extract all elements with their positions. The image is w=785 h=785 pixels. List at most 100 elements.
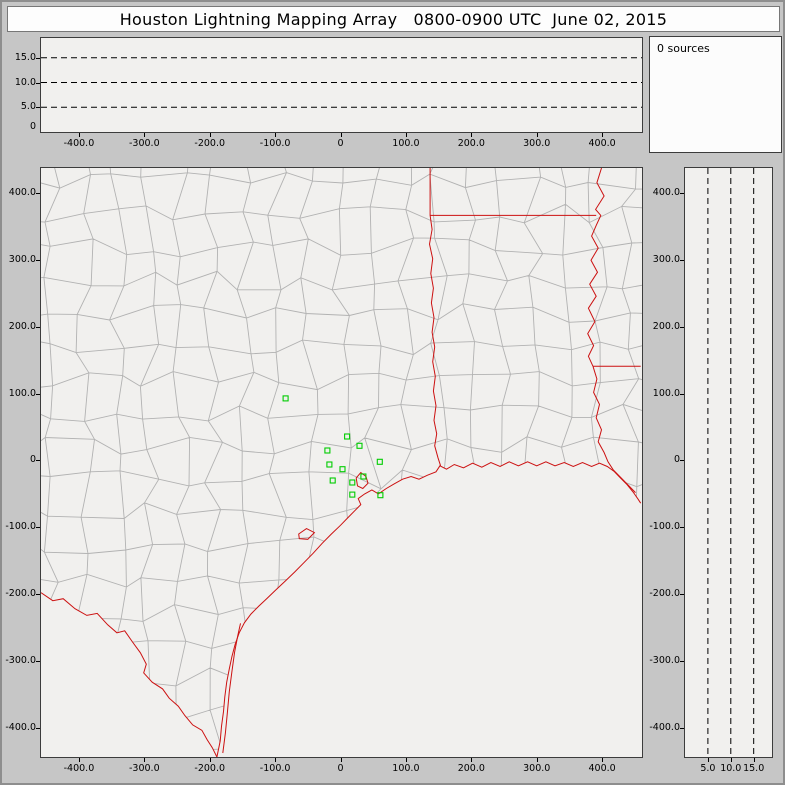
altitude-vs-eastwest-panel[interactable] xyxy=(40,37,643,133)
ns-tick-label-right: -400.0 xyxy=(649,721,680,733)
ew-tick-label-bottom: -100.0 xyxy=(259,763,291,774)
plan-view-map[interactable] xyxy=(41,168,642,757)
tick-mark xyxy=(680,594,684,596)
tick-mark xyxy=(680,527,684,529)
alt-tick-label: 15.0 xyxy=(14,51,36,63)
ns-tick-label-map: -300.0 xyxy=(5,654,36,666)
tick-mark xyxy=(78,758,80,762)
ew-tick-label-bottom: 200.0 xyxy=(457,763,485,774)
ns-tick-label-right: -300.0 xyxy=(649,654,680,666)
tick-mark xyxy=(36,594,40,596)
ew-tick-label-top: 100.0 xyxy=(392,138,420,149)
tick-mark xyxy=(36,527,40,529)
alt-tick-label-bottom: 5.0 xyxy=(700,763,716,774)
altitude-ew-plot[interactable] xyxy=(41,38,642,132)
tick-mark xyxy=(680,193,684,195)
tick-mark xyxy=(275,133,277,137)
altitude-vs-northsouth-panel[interactable] xyxy=(684,167,773,758)
ew-tick-label-top: 0 xyxy=(337,138,344,149)
ew-tick-label-bottom: 300.0 xyxy=(523,763,551,774)
bay-outline xyxy=(355,471,369,490)
alt-tick-label-bottom: 10.0 xyxy=(720,763,742,774)
lma-station-marker xyxy=(349,479,356,486)
ew-tick-label-bottom: 100.0 xyxy=(392,763,420,774)
tick-mark xyxy=(730,758,732,762)
tick-mark xyxy=(36,260,40,262)
ns-tick-label-map: 300.0 xyxy=(8,254,36,266)
tick-mark xyxy=(36,727,40,729)
lma-station-marker xyxy=(356,442,363,449)
ns-tick-label-right: 100.0 xyxy=(652,387,680,399)
gulf-water-area xyxy=(41,461,642,757)
lma-station-marker xyxy=(344,433,351,440)
bay-outline xyxy=(298,528,316,540)
ew-tick-label-top: -200.0 xyxy=(194,138,226,149)
ns-tick-label-map: 100.0 xyxy=(8,387,36,399)
tick-mark xyxy=(602,758,604,762)
ew-tick-label-top: 400.0 xyxy=(588,138,616,149)
tick-mark xyxy=(209,133,211,137)
ns-tick-label-right: -100.0 xyxy=(649,521,680,533)
tick-mark xyxy=(36,57,40,59)
tick-mark xyxy=(36,193,40,195)
tick-mark xyxy=(680,393,684,395)
tick-mark xyxy=(680,326,684,328)
ew-tick-label-top: 200.0 xyxy=(457,138,485,149)
tick-mark xyxy=(536,133,538,137)
lma-station-marker xyxy=(377,492,384,499)
ew-tick-label-bottom: -300.0 xyxy=(129,763,160,774)
tick-mark xyxy=(340,133,342,137)
tick-mark xyxy=(36,660,40,662)
gulf-coastline xyxy=(216,461,642,757)
ns-tick-label-right: 200.0 xyxy=(652,320,680,332)
tick-mark xyxy=(680,660,684,662)
ew-tick-label-top: 300.0 xyxy=(523,138,551,149)
mississippi-river-lower xyxy=(592,366,636,493)
ew-tick-label-bottom: 400.0 xyxy=(588,763,616,774)
lma-station-marker xyxy=(326,461,333,468)
tick-mark xyxy=(36,82,40,84)
tick-mark xyxy=(707,758,709,762)
tick-mark xyxy=(275,758,277,762)
tick-mark xyxy=(78,133,80,137)
ns-tick-label-right: -200.0 xyxy=(649,588,680,600)
tick-mark xyxy=(680,260,684,262)
ns-tick-label-right: 400.0 xyxy=(652,187,680,199)
texas-louisiana-border xyxy=(428,168,442,466)
tick-mark xyxy=(36,460,40,462)
rio-grande-border xyxy=(41,592,218,757)
padre-island-outline xyxy=(222,623,241,754)
tick-mark xyxy=(602,133,604,137)
ns-tick-label-right: 0 xyxy=(673,454,680,466)
ew-tick-label-top: -100.0 xyxy=(259,138,291,149)
ns-tick-label-map: 400.0 xyxy=(8,187,36,199)
tick-mark xyxy=(471,758,473,762)
ew-tick-label-bottom: -400.0 xyxy=(63,763,95,774)
ns-tick-label-map: 200.0 xyxy=(8,320,36,332)
lma-station-marker xyxy=(349,491,356,498)
ew-tick-label-top: -400.0 xyxy=(63,138,95,149)
alt-zero-label: 0 xyxy=(29,121,36,132)
alt-tick-label: 5.0 xyxy=(20,101,36,113)
lma-station-marker xyxy=(360,473,367,480)
ns-tick-label-right: 300.0 xyxy=(652,254,680,266)
altitude-ns-plot[interactable] xyxy=(685,168,772,757)
tick-mark xyxy=(209,758,211,762)
lma-station-marker xyxy=(339,466,346,473)
plan-view-map-panel[interactable] xyxy=(40,167,643,758)
tick-mark xyxy=(536,758,538,762)
alt-tick-label-bottom: 15.0 xyxy=(743,763,765,774)
alt-tick-label: 10.0 xyxy=(14,76,36,88)
ns-tick-label-map: -100.0 xyxy=(5,521,36,533)
lma-station-marker xyxy=(376,458,383,465)
tick-mark xyxy=(144,758,146,762)
tick-mark xyxy=(471,133,473,137)
ns-tick-label-map: -200.0 xyxy=(5,588,36,600)
tick-mark xyxy=(753,758,755,762)
ew-tick-label-bottom: -200.0 xyxy=(194,763,226,774)
lma-station-marker xyxy=(282,395,289,402)
tick-mark xyxy=(405,133,407,137)
tick-mark xyxy=(144,133,146,137)
lma-station-marker xyxy=(329,477,336,484)
tick-mark xyxy=(36,326,40,328)
